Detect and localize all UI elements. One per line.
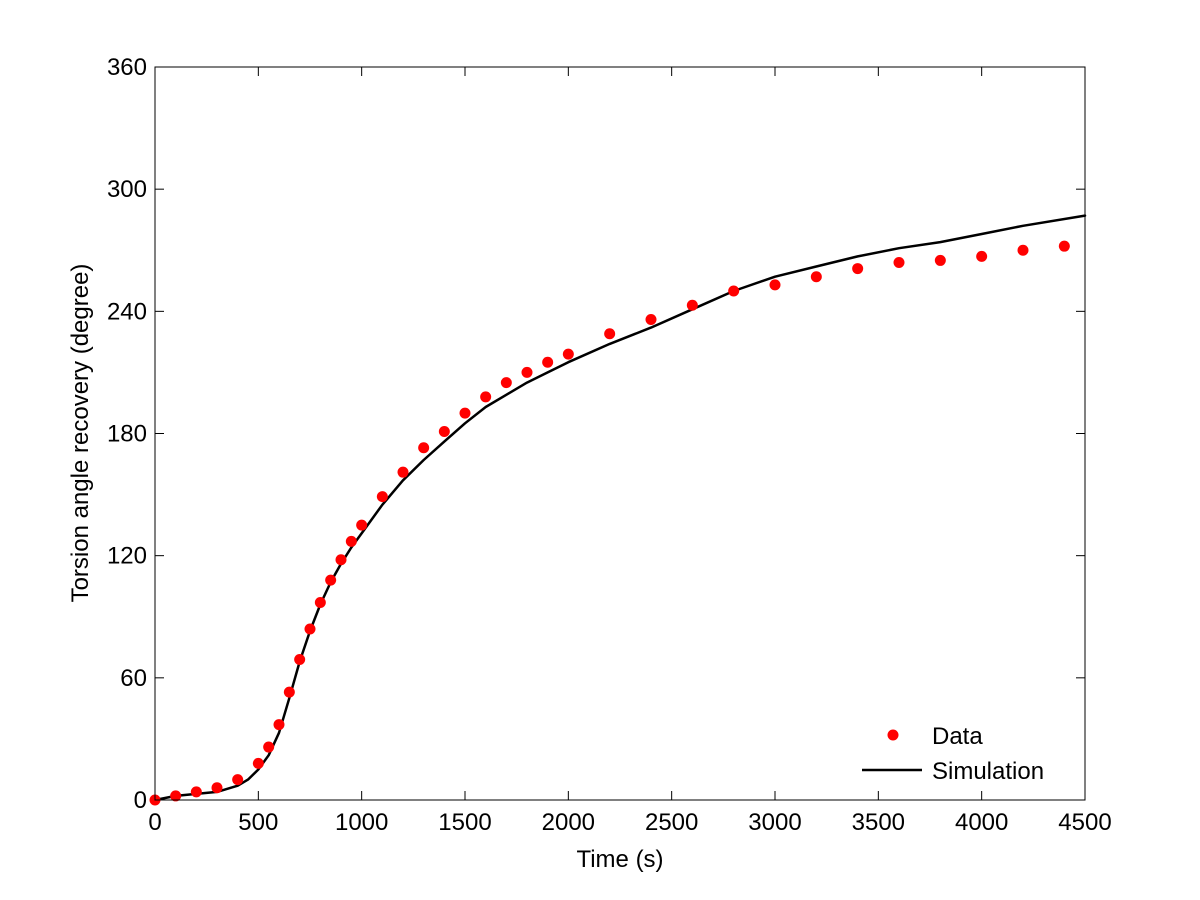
- y-tick-label: 300: [107, 176, 147, 203]
- data-point: [190, 786, 202, 798]
- y-tick-label: 240: [107, 298, 147, 325]
- data-point: [500, 377, 512, 389]
- data-point: [376, 491, 388, 503]
- data-point: [438, 425, 450, 437]
- data-point: [686, 299, 698, 311]
- data-point: [852, 263, 864, 275]
- data-point: [252, 757, 264, 769]
- data-point: [728, 285, 740, 297]
- data-point: [769, 279, 781, 291]
- x-tick-label: 4500: [1058, 809, 1111, 836]
- legend-label-data: Data: [932, 723, 983, 750]
- data-point: [810, 271, 822, 283]
- data-point: [1017, 244, 1029, 256]
- data-point: [480, 391, 492, 403]
- data-point: [356, 519, 368, 531]
- data-point: [397, 466, 409, 478]
- data-point: [325, 574, 337, 586]
- data-point: [273, 719, 285, 731]
- y-tick-label: 180: [107, 421, 147, 448]
- plot-background: [155, 67, 1085, 800]
- data-point: [314, 596, 326, 608]
- y-axis-title: Torsion angle recovery (degree): [67, 264, 94, 603]
- data-point: [232, 774, 244, 786]
- data-point: [170, 790, 182, 802]
- x-tick-label: 2500: [645, 809, 698, 836]
- x-tick-label: 2000: [542, 809, 595, 836]
- x-tick-label: 3500: [852, 809, 905, 836]
- data-point: [562, 348, 574, 360]
- data-point: [418, 442, 430, 454]
- series-layer: [149, 214, 1087, 806]
- y-tick-label: 60: [120, 665, 147, 692]
- x-tick-label: 500: [238, 809, 278, 836]
- x-tick-label: 3000: [748, 809, 801, 836]
- data-point: [976, 250, 988, 262]
- data-point: [893, 256, 905, 268]
- data-point: [283, 686, 295, 698]
- data-point: [934, 254, 946, 266]
- data-point: [645, 313, 657, 325]
- x-tick-label: 4000: [955, 809, 1008, 836]
- data-point: [263, 741, 275, 753]
- data-point: [294, 654, 306, 666]
- legend: Data Simulation: [862, 723, 1044, 785]
- legend-label-simulation: Simulation: [932, 758, 1044, 785]
- data-point: [542, 356, 554, 368]
- data-point: [1058, 240, 1070, 252]
- x-tick-label: 0: [148, 809, 161, 836]
- data-point: [211, 782, 223, 794]
- y-tick-label: 360: [107, 54, 147, 81]
- x-tick-label: 1000: [335, 809, 388, 836]
- data-point: [335, 554, 347, 566]
- data-point: [304, 623, 316, 635]
- x-axis-title: Time (s): [576, 846, 663, 873]
- legend-marker-data: [887, 729, 899, 741]
- y-tick-label: 0: [134, 787, 147, 814]
- y-tick-label: 120: [107, 543, 147, 570]
- x-tick-label: 1500: [438, 809, 491, 836]
- data-point: [604, 328, 616, 340]
- data-point: [345, 535, 357, 547]
- data-point: [459, 407, 471, 419]
- data-point: [521, 366, 533, 378]
- ticks-layer: 0 500 1000 1500 2000 2500 3000 3500 4000 4500 0 60 1…: [107, 54, 1112, 836]
